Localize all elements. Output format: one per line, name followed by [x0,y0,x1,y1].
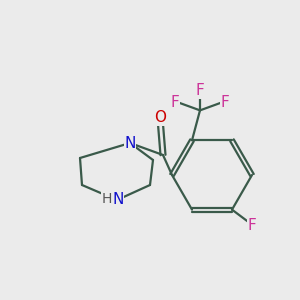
Text: N: N [124,136,136,151]
Text: F: F [196,83,204,98]
Text: H: H [102,192,112,206]
Text: F: F [171,95,179,110]
Text: F: F [248,218,256,233]
Text: N: N [112,193,124,208]
Text: O: O [154,110,166,125]
Text: F: F [220,95,230,110]
